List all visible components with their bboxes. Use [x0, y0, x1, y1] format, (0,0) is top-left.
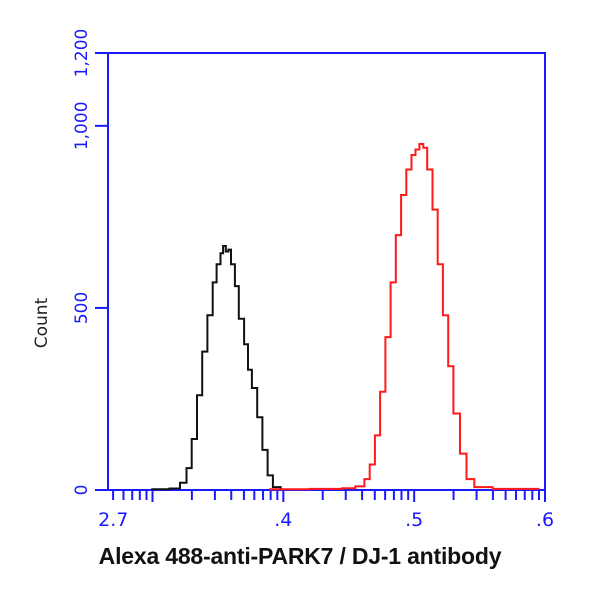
- x-axis-label: Alexa 488-anti-PARK7 / DJ-1 antibody: [98, 543, 502, 569]
- x-tick-label: .5: [405, 509, 423, 531]
- y-axis-label: Count: [32, 297, 52, 348]
- x-tick-label: 2.7: [98, 509, 128, 531]
- x-axis-tick-labels: 2.7 .4 .5 .6: [98, 509, 554, 531]
- x-tick-label: .6: [536, 509, 554, 531]
- axis-ticks: [95, 52, 546, 502]
- x-tick-label: .4: [274, 509, 292, 531]
- stained-histogram-line: [268, 143, 540, 491]
- plot-frame: [107, 52, 546, 491]
- control-histogram-line: [151, 245, 282, 491]
- y-tick-label: 0: [72, 485, 92, 496]
- y-tick-label: 500: [72, 292, 92, 324]
- y-axis-tick-labels: 0 500 1,000 1,200: [72, 29, 92, 496]
- y-tick-label: 1,000: [72, 101, 92, 150]
- y-tick-label: 1,200: [72, 29, 92, 78]
